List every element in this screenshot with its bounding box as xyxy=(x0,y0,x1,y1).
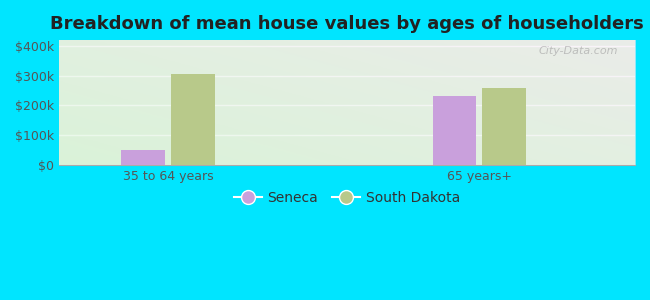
Legend: Seneca, South Dakota: Seneca, South Dakota xyxy=(229,185,465,210)
Bar xyxy=(122,150,165,165)
Bar xyxy=(171,74,215,165)
Bar xyxy=(122,150,165,165)
Bar xyxy=(482,88,526,165)
Text: City-Data.com: City-Data.com xyxy=(538,46,617,56)
Bar xyxy=(433,96,476,165)
Bar xyxy=(433,96,476,165)
Bar xyxy=(171,74,215,165)
Bar xyxy=(482,88,526,165)
Title: Breakdown of mean house values by ages of householders: Breakdown of mean house values by ages o… xyxy=(50,15,644,33)
